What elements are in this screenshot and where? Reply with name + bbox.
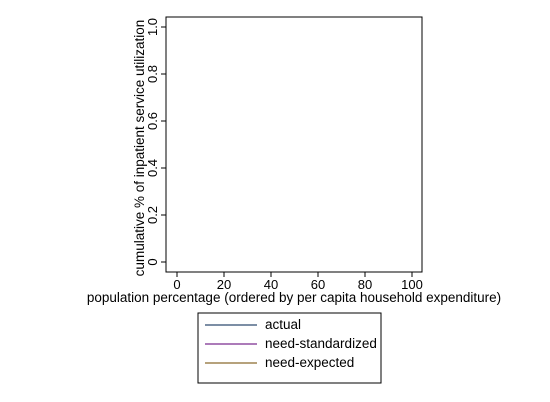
y-tick-label: 0.8 <box>145 65 160 83</box>
x-axis-label: population percentage (ordered by per ca… <box>87 290 501 305</box>
y-tick-label: 0 <box>145 258 160 265</box>
x-tick-label: 0 <box>173 277 180 292</box>
x-tick-label: 60 <box>311 277 325 292</box>
x-tick-label: 20 <box>217 277 231 292</box>
y-tick-label: 0.6 <box>145 112 160 130</box>
plot-frame <box>165 16 423 273</box>
y-tick-label: 0.2 <box>145 206 160 224</box>
x-tick-label: 80 <box>358 277 372 292</box>
axes <box>165 16 423 273</box>
y-tick-label: 1.0 <box>145 18 160 36</box>
y-axis-label: cumulative % of inpatient service utiliz… <box>132 20 147 277</box>
axis-ticks: 0 20 40 60 80 100 0 0.2 0.4 0.6 0.8 1.0 <box>145 18 423 292</box>
x-tick-label: 40 <box>264 277 278 292</box>
legend-label-need-standardized: need-standardized <box>265 336 377 351</box>
x-tick-label: 100 <box>401 277 423 292</box>
legend-label-need-expected: need-expected <box>265 355 354 370</box>
legend-label-actual: actual <box>265 317 301 332</box>
y-tick-label: 0.4 <box>145 159 160 177</box>
legend: actual need-standardized need-expected <box>197 312 382 384</box>
